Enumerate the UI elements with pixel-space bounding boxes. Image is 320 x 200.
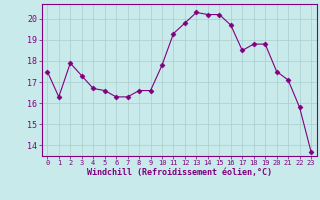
X-axis label: Windchill (Refroidissement éolien,°C): Windchill (Refroidissement éolien,°C) — [87, 168, 272, 177]
